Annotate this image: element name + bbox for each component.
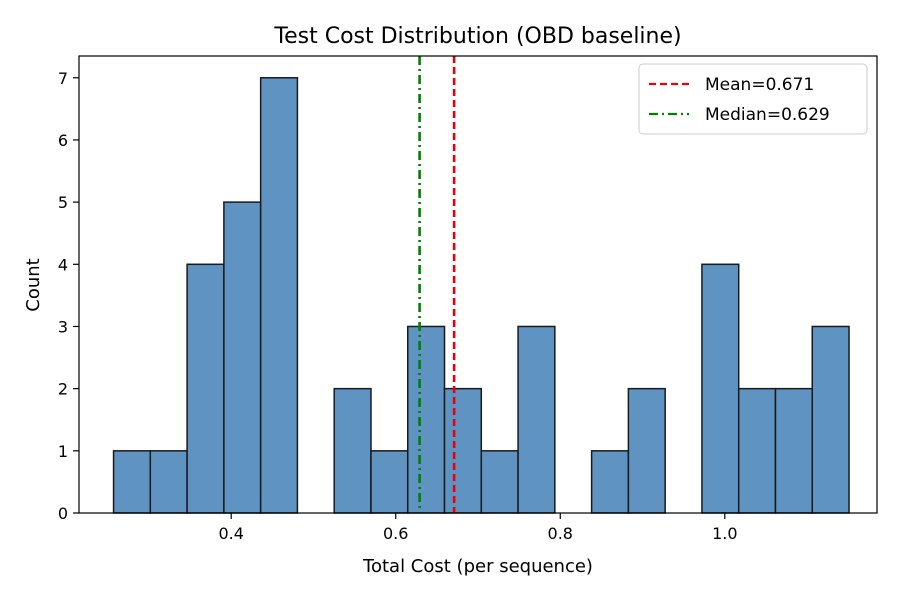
histogram-bar (149, 450, 188, 514)
x-tick-label: 0.4 (218, 524, 243, 543)
x-axis-ticks: 0.4 0.6 0.8 1.0 (218, 513, 738, 543)
chart-title: Test Cost Distribution (OBD baseline) (273, 24, 681, 49)
histogram-bar (223, 201, 262, 514)
histogram-bar (701, 263, 740, 514)
histogram-bar (370, 450, 409, 514)
legend-mean-label: Mean=0.671 (705, 75, 814, 95)
bars-group (112, 77, 850, 514)
y-tick-label: 7 (58, 69, 68, 88)
histogram-bar (480, 450, 519, 514)
legend-box (638, 63, 868, 135)
histogram-bar (112, 450, 152, 514)
y-tick-label: 0 (58, 504, 68, 523)
x-tick-label: 1.0 (712, 524, 737, 543)
y-axis-ticks: 0 1 2 3 4 5 6 7 (58, 69, 79, 523)
y-tick-label: 1 (58, 442, 68, 461)
legend: Mean=0.671 Median=0.629 (638, 63, 868, 135)
histogram-bar (186, 263, 225, 514)
y-tick-label: 6 (58, 131, 68, 150)
histogram-bar (627, 387, 666, 514)
histogram-bar (811, 325, 850, 514)
histogram-bar (737, 387, 777, 514)
x-axis-label: Total Cost (per sequence) (362, 556, 593, 577)
plot-frame (78, 55, 878, 514)
x-tick-label: 0.6 (383, 524, 408, 543)
histogram-bar (443, 387, 483, 514)
reference-lines-group (418, 56, 456, 513)
histogram-bar (774, 387, 814, 514)
y-axis-label: Count (23, 258, 44, 311)
histogram-bar (590, 450, 630, 514)
y-tick-label: 3 (58, 317, 68, 336)
histogram-bar (517, 325, 556, 514)
histogram-bar (333, 387, 372, 514)
y-tick-label: 4 (58, 255, 68, 274)
x-tick-label: 0.8 (548, 524, 573, 543)
legend-median-label: Median=0.629 (705, 105, 830, 125)
histogram-bar (259, 77, 299, 514)
histogram-bar (406, 325, 446, 514)
y-tick-label: 2 (58, 380, 68, 399)
y-tick-label: 5 (58, 193, 68, 212)
